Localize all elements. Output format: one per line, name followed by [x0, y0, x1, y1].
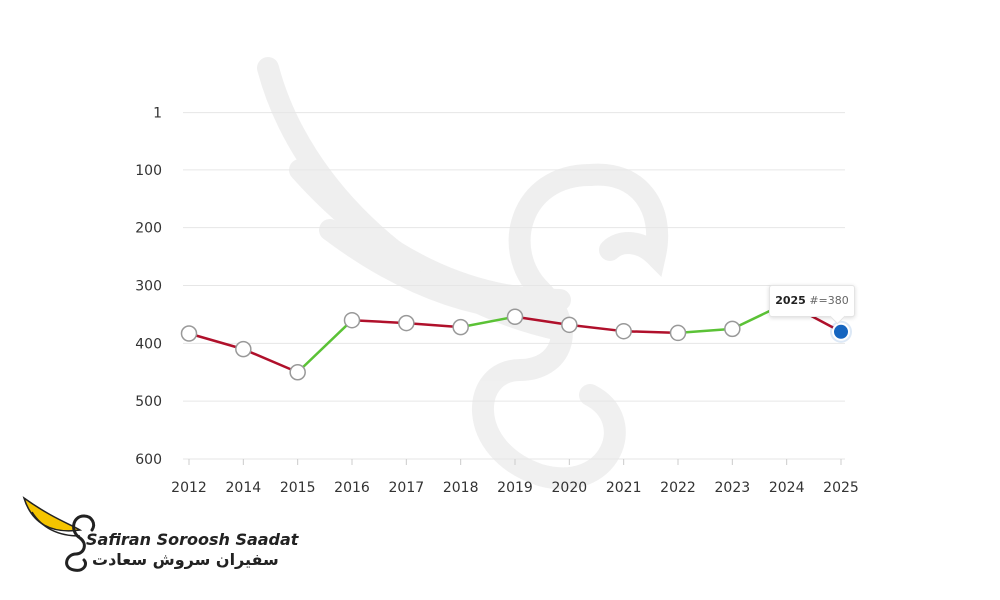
tooltip-year: 2025	[775, 294, 806, 307]
data-point[interactable]	[398, 314, 415, 332]
x-tick-label: 2012	[171, 480, 207, 496]
x-tick-label: 2024	[769, 480, 805, 496]
data-point[interactable]	[561, 316, 578, 334]
data-point[interactable]	[343, 311, 361, 329]
data-point[interactable]	[506, 308, 524, 325]
y-tick-label: 300	[135, 279, 162, 295]
x-tick-label: 2014	[226, 480, 262, 496]
y-axis: 1 100 200 300 400 500 600	[135, 106, 162, 468]
line-segment	[242, 347, 299, 374]
data-point[interactable]	[669, 324, 687, 342]
data-point[interactable]	[289, 364, 306, 381]
bird-logo-icon	[22, 496, 96, 572]
x-tick-label: 2023	[715, 480, 751, 496]
line-segment	[622, 329, 680, 335]
logo: Safiran Soroosh Saadat سفیران سروش سعادت	[22, 494, 298, 574]
x-tick-label: 2018	[443, 480, 479, 496]
x-axis: 2012 2014 2015 2016 2017 2018 2019 2020 2021 2022…	[171, 459, 859, 496]
x-tick-label: 2016	[334, 480, 370, 496]
data-point[interactable]	[180, 325, 198, 342]
x-tick-label: 2025	[823, 480, 859, 496]
line-segment	[296, 318, 354, 374]
x-tick-label: 2021	[606, 480, 642, 496]
x-tick-label: 2019	[497, 480, 533, 496]
logo-name-en: Safiran Soroosh Saadat	[86, 530, 299, 549]
data-points	[180, 308, 852, 381]
data-point[interactable]	[724, 320, 741, 338]
x-tick-label: 2020	[552, 480, 588, 496]
y-tick-label: 100	[135, 163, 162, 179]
x-tick-label: 2017	[389, 480, 425, 496]
y-tick-label: 500	[135, 394, 162, 410]
y-tick-label: 600	[135, 452, 162, 468]
y-tick-label: 200	[135, 221, 162, 237]
line-segment	[568, 323, 625, 333]
data-point-highlighted[interactable]	[832, 322, 850, 341]
line-segment	[405, 321, 462, 329]
data-tooltip: 2025 #=380	[769, 285, 855, 317]
data-point[interactable]	[615, 322, 632, 340]
gridlines	[183, 112, 845, 460]
y-tick-label: 1	[153, 106, 162, 122]
data-point[interactable]	[452, 318, 469, 336]
line-segment	[676, 327, 734, 335]
logo-name-fa: سفیران سروش سعادت	[92, 550, 279, 569]
watermark-bird-icon	[257, 57, 669, 490]
data-point[interactable]	[235, 340, 252, 358]
x-tick-label: 2022	[660, 480, 696, 496]
line-segment	[350, 318, 408, 325]
line-segment	[513, 315, 571, 327]
line-segment	[459, 315, 517, 329]
line-segment	[187, 332, 245, 351]
tooltip-value: #=380	[809, 294, 849, 307]
x-tick-label: 2015	[280, 480, 316, 496]
y-tick-label: 400	[135, 336, 162, 352]
